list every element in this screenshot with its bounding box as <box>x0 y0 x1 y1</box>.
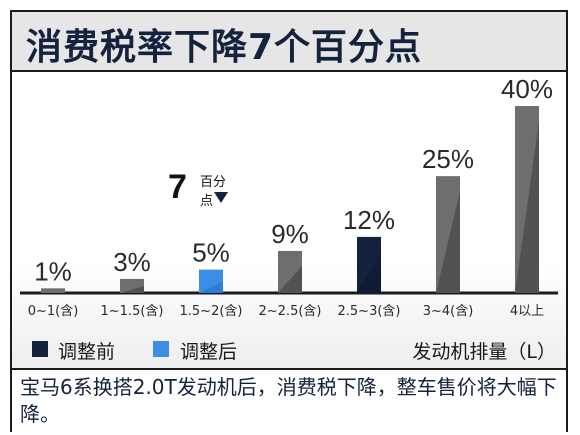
down-arrow-icon <box>214 192 228 203</box>
bar-group: 25% 3~4(含) <box>422 144 474 319</box>
legend-label-after: 调整后 <box>180 341 238 363</box>
caption-text: 宝马6系换搭2.0T发动机后，消费税下降，整车售价将大幅下降。 <box>20 375 557 426</box>
bar-group: 9% 2~2.5(含) <box>259 219 322 319</box>
category-label: 4以上 <box>510 304 544 319</box>
legend-label-before: 调整前 <box>58 341 116 363</box>
category-label: 0~1(含) <box>28 303 79 319</box>
reduction-annotation: 7 百分点 <box>162 168 232 218</box>
bar-shade <box>436 191 460 293</box>
title-bar: 消费税率下降7个百分点 <box>12 12 566 72</box>
value-label: 12% <box>343 205 395 235</box>
category-label: 1.5~2(含) <box>180 303 243 319</box>
x-axis-unit-label: 发动机排量（L） <box>412 341 556 363</box>
bar-shade <box>120 285 144 293</box>
value-label: 40% <box>501 74 553 104</box>
value-label: 9% <box>271 219 309 249</box>
caption-box: 宝马6系换搭2.0T发动机后，消费税下降，整车售价将大幅下降。 <box>12 368 566 432</box>
bar-group: 40% 4以上 <box>501 74 553 319</box>
legend-swatch-after <box>153 341 169 357</box>
bar-chart: 1% 0~1(含) 3% 1~1.5(含) 5% 1.5~2(含) 9% 2~2.5(含) 12… <box>20 74 558 319</box>
bar-group: 12% 2.5~3(含) <box>338 205 401 319</box>
annotation-text: 百分点 <box>200 175 227 209</box>
value-label: 5% <box>192 238 230 268</box>
chart-title: 消费税率下降7个百分点 <box>26 27 423 68</box>
bar-shade <box>199 281 223 293</box>
annotation-number: 7 <box>168 168 187 206</box>
bar-shade <box>278 265 302 293</box>
chart-frame <box>10 10 568 432</box>
value-label: 3% <box>113 247 151 277</box>
category-label: 2~2.5(含) <box>259 303 322 319</box>
legend: 调整前 调整后 发动机排量（L） <box>30 335 560 363</box>
value-label: 25% <box>422 144 474 174</box>
bar-shade <box>515 121 539 293</box>
category-label: 1~1.5(含) <box>101 303 164 319</box>
value-label: 1% <box>34 256 72 286</box>
bar-group: 1% 0~1(含) <box>28 256 79 319</box>
legend-swatch-before <box>32 341 48 357</box>
category-label: 2.5~3(含) <box>338 303 401 319</box>
bar-group: 3% 1~1.5(含) <box>101 247 164 319</box>
bar-group: 5% 1.5~2(含) <box>180 238 243 319</box>
bar <box>41 288 65 293</box>
bar-shade <box>357 251 381 293</box>
category-label: 3~4(含) <box>423 303 474 319</box>
